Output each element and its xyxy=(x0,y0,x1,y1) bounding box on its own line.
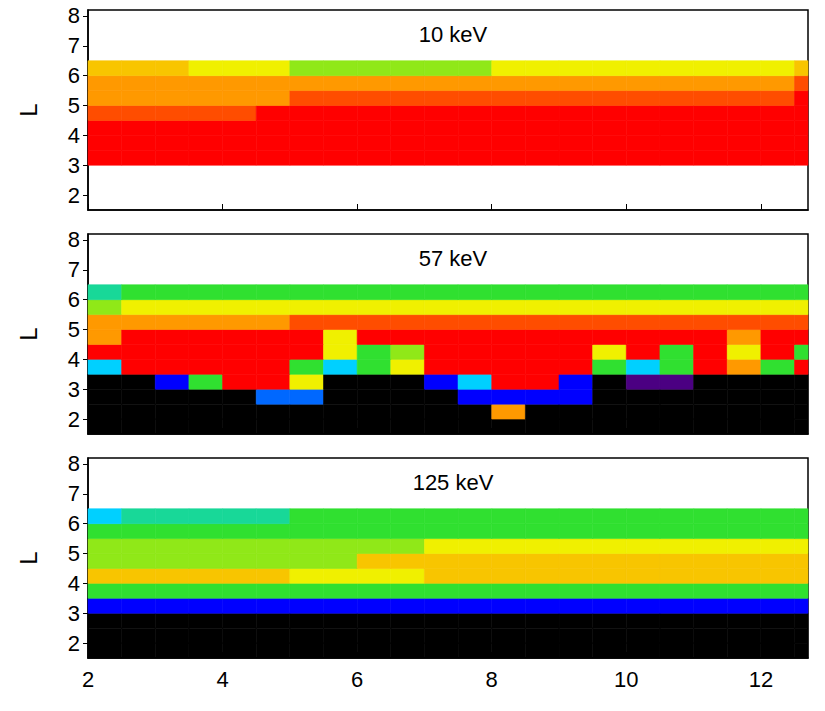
svg-text:7: 7 xyxy=(68,257,80,282)
svg-text:4: 4 xyxy=(68,347,80,372)
svg-text:6: 6 xyxy=(68,63,80,88)
svg-text:8: 8 xyxy=(68,3,80,28)
svg-text:6: 6 xyxy=(68,287,80,312)
svg-text:12: 12 xyxy=(749,667,773,692)
svg-text:L: L xyxy=(15,551,42,564)
svg-text:5: 5 xyxy=(68,541,80,566)
svg-text:3: 3 xyxy=(68,153,80,178)
svg-text:8: 8 xyxy=(68,451,80,476)
svg-text:4: 4 xyxy=(216,667,228,692)
svg-text:4: 4 xyxy=(68,123,80,148)
svg-text:3: 3 xyxy=(68,377,80,402)
svg-text:125 keV: 125 keV xyxy=(413,470,494,495)
svg-text:10 keV: 10 keV xyxy=(419,22,488,47)
svg-text:2: 2 xyxy=(68,183,80,208)
svg-text:7: 7 xyxy=(68,33,80,58)
svg-text:6: 6 xyxy=(351,667,363,692)
svg-text:3: 3 xyxy=(68,601,80,626)
svg-text:5: 5 xyxy=(68,317,80,342)
svg-text:2: 2 xyxy=(68,407,80,432)
svg-text:2: 2 xyxy=(82,667,94,692)
svg-text:4: 4 xyxy=(68,571,80,596)
svg-text:8: 8 xyxy=(68,227,80,252)
svg-text:2: 2 xyxy=(68,631,80,656)
svg-text:10: 10 xyxy=(614,667,638,692)
svg-text:L: L xyxy=(15,327,42,340)
svg-text:57 keV: 57 keV xyxy=(419,246,488,271)
svg-text:5: 5 xyxy=(68,93,80,118)
svg-text:6: 6 xyxy=(68,511,80,536)
svg-text:L: L xyxy=(15,103,42,116)
svg-text:8: 8 xyxy=(486,667,498,692)
svg-text:7: 7 xyxy=(68,481,80,506)
